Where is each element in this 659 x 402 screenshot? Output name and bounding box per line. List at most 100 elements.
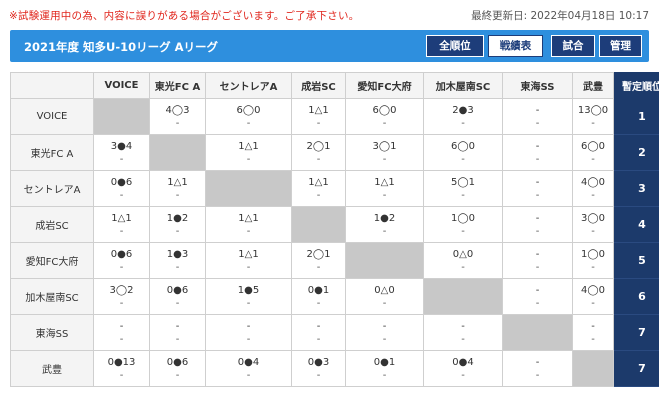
rank-column-header: 暫定順位 <box>613 72 659 99</box>
secondary-score: - <box>175 117 180 129</box>
provisional-rank: 6 <box>613 278 659 315</box>
match-score: 0●6 <box>166 284 189 296</box>
secondary-score: - <box>316 261 321 273</box>
self-match-cell <box>502 314 573 351</box>
result-cell: -- <box>149 314 206 351</box>
match-score: 0●13 <box>107 356 136 368</box>
secondary-score: - <box>591 297 595 309</box>
result-cell: 6◯0- <box>345 98 424 135</box>
result-cell: -- <box>345 314 424 351</box>
result-cell: 1△1- <box>205 134 292 171</box>
result-cell: 3◯2- <box>93 278 150 315</box>
match-score: 0●4 <box>237 356 260 368</box>
provisional-rank: 5 <box>613 242 659 279</box>
admin-button[interactable]: 管理 <box>599 35 642 57</box>
match-score: 1◯0 <box>451 212 475 224</box>
secondary-score: - <box>246 225 251 237</box>
results-table-button[interactable]: 戦績表 <box>488 35 543 57</box>
secondary-score: - <box>316 117 321 129</box>
secondary-score: - <box>535 369 540 381</box>
provisional-rank: 4 <box>613 206 659 243</box>
result-cell: 2◯1- <box>291 242 346 279</box>
secondary-score: - <box>535 189 540 201</box>
result-cell: -- <box>423 314 503 351</box>
match-score: 0△0 <box>452 248 474 260</box>
result-cell: 0●13- <box>93 350 150 387</box>
match-score: 1△1 <box>167 176 188 188</box>
secondary-score: - <box>461 117 465 129</box>
provisional-rank: 7 <box>613 314 659 351</box>
result-cell: 0●1- <box>291 278 346 315</box>
match-score: 0●6 <box>110 176 133 188</box>
result-cell: 6◯0- <box>205 98 292 135</box>
result-cell: 1△1- <box>93 206 150 243</box>
secondary-score: - <box>461 261 465 273</box>
header-row: VOICE 東光FC A セントレアA 成岩SC 愛知FC大府 加木屋南SC 東海SS 武豊暫… <box>10 72 659 99</box>
result-cell: -- <box>502 278 573 315</box>
result-cell: -- <box>93 314 150 351</box>
match-score: 3◯0 <box>581 212 605 224</box>
table-row: 東光FC A 3●4-1△1-2◯1-3◯1-6◯0- - -6◯0-2 <box>10 134 659 171</box>
column-header: セントレアA <box>205 72 292 99</box>
result-cell: 1●3- <box>149 242 206 279</box>
result-cell: 1◯0- <box>572 242 614 279</box>
matches-button[interactable]: 試合 <box>551 35 595 57</box>
secondary-score: - <box>535 261 540 273</box>
secondary-score: - <box>591 333 595 345</box>
column-header: 成岩SC <box>291 72 346 99</box>
league-header: 2021年度 知多U-10リーグ Aリーグ 全順位 戦績表 試合 管理 <box>10 30 649 62</box>
match-score: 1◯0 <box>581 248 605 260</box>
secondary-score: - <box>246 261 251 273</box>
column-header: 武豊 <box>572 72 614 99</box>
secondary-score: - <box>382 153 387 165</box>
secondary-score: - <box>175 261 180 273</box>
secondary-score: - <box>246 117 251 129</box>
match-score: 5◯1 <box>451 176 475 188</box>
secondary-score: - <box>535 117 540 129</box>
table-row: 成岩SC 1△1-1●2-1△1-1●2-1◯0- - -3◯0-4 <box>10 206 659 243</box>
table-row: VOICE 4◯3-6◯0-1△1-6◯0-2●3- - -13◯0-1 <box>10 98 659 135</box>
secondary-score: - <box>246 297 251 309</box>
secondary-score: - <box>119 333 124 345</box>
match-score: - <box>461 320 465 332</box>
secondary-score: - <box>119 189 124 201</box>
match-score: 1△1 <box>308 104 329 116</box>
match-score: 6◯0 <box>236 104 261 116</box>
match-score: - <box>535 104 540 116</box>
result-cell: 0●6- <box>149 350 206 387</box>
league-title: 2021年度 知多U-10リーグ Aリーグ <box>24 40 219 54</box>
result-cell: 3●4- <box>93 134 150 171</box>
match-score: 4◯0 <box>581 284 605 296</box>
provisional-rank: 1 <box>613 98 659 135</box>
match-score: 6◯0 <box>451 140 475 152</box>
result-cell: -- <box>502 98 573 135</box>
match-score: - <box>591 320 595 332</box>
result-cell: 1△1- <box>345 170 424 207</box>
secondary-score: - <box>246 369 251 381</box>
secondary-score: - <box>591 261 595 273</box>
column-header: 東光FC A <box>149 72 206 99</box>
provisional-rank: 3 <box>613 170 659 207</box>
result-cell: 1△1- <box>205 242 292 279</box>
secondary-score: - <box>382 225 387 237</box>
match-score: 6◯0 <box>372 104 397 116</box>
row-team-name: 愛知FC大府 <box>10 242 94 279</box>
secondary-score: - <box>591 189 595 201</box>
result-cell: 0●3- <box>291 350 346 387</box>
all-rankings-button[interactable]: 全順位 <box>426 35 484 57</box>
self-match-cell <box>423 278 503 315</box>
result-cell: 1△1- <box>291 98 346 135</box>
secondary-score: - <box>119 225 124 237</box>
match-score: 1●2 <box>373 212 396 224</box>
result-cell: 0●6- <box>149 278 206 315</box>
match-score: 0●6 <box>166 356 189 368</box>
result-cell: 5◯1- <box>423 170 503 207</box>
secondary-score: - <box>591 117 595 129</box>
result-cell: -- <box>502 242 573 279</box>
provisional-rank: 2 <box>613 134 659 171</box>
result-cell: -- <box>291 314 346 351</box>
match-score: 3●4 <box>110 140 133 152</box>
result-cell: 4◯0- <box>572 170 614 207</box>
secondary-score: - <box>535 297 540 309</box>
